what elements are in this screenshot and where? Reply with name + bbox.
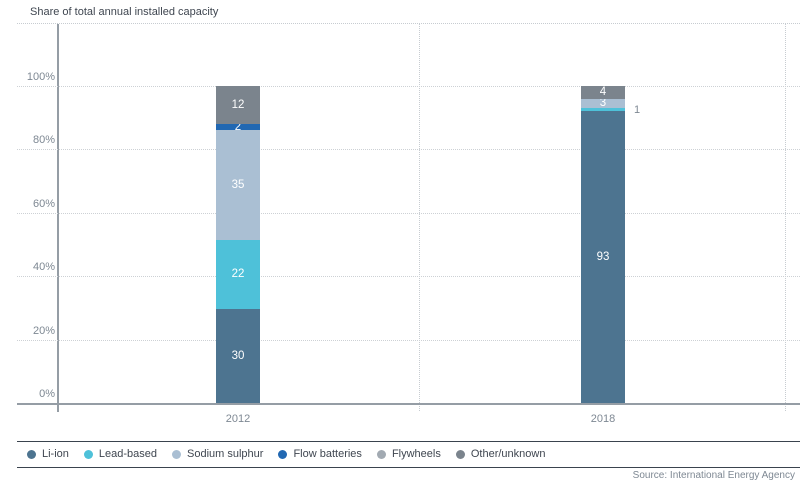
legend-item-flywheels: Flywheels bbox=[376, 448, 441, 460]
legend: Li-ion Lead-based Sodium sulphur Flow batte… bbox=[27, 445, 545, 463]
y-axis-line bbox=[57, 24, 59, 412]
legend-item-label: Sodium sulphur bbox=[187, 448, 264, 460]
title-rule bbox=[17, 23, 800, 24]
legend-item-lead-based: Lead-based bbox=[83, 448, 158, 460]
y-tick-label: 60% bbox=[32, 197, 55, 210]
legend-top-rule bbox=[17, 441, 800, 442]
legend-item-label: Flow batteries bbox=[293, 448, 362, 460]
source-note: Source: International Energy Agency bbox=[632, 470, 795, 481]
legend-item-label: Li-ion bbox=[42, 448, 69, 460]
y-tick-label: 0% bbox=[39, 388, 55, 400]
legend-dot-icon bbox=[172, 449, 182, 459]
plot-right-border bbox=[785, 24, 786, 411]
bar-segment-sodium-sulphur: 3 bbox=[581, 98, 625, 109]
legend-item-label: Flywheels bbox=[391, 448, 441, 460]
legend-item-other-unknown: Other/unknown bbox=[455, 448, 546, 460]
legend-dot-icon bbox=[278, 449, 288, 459]
y-gridline bbox=[17, 212, 800, 214]
y-tick-label: 20% bbox=[32, 324, 55, 337]
legend-item-label: Lead-based bbox=[98, 448, 158, 460]
y-tick-label: 40% bbox=[32, 261, 55, 274]
bar-segment-sodium-sulphur: 35 bbox=[216, 129, 260, 240]
bar-segment-li-ion: 93 bbox=[581, 111, 625, 403]
bar-segment-other-unknown: 12 bbox=[216, 86, 260, 124]
bar-segment-li-ion: 30 bbox=[216, 308, 260, 403]
bar-segment-lead-based bbox=[581, 107, 625, 112]
y-tick-label: 100% bbox=[26, 71, 55, 83]
legend-item-flow-batteries: Flow batteries bbox=[278, 448, 362, 460]
legend-dot-icon bbox=[376, 449, 386, 459]
y-gridline bbox=[17, 149, 800, 151]
legend-dot-icon bbox=[83, 449, 93, 459]
legend-item-sodium-sulphur: Sodium sulphur bbox=[172, 448, 263, 460]
x-axis-line bbox=[17, 403, 800, 405]
bar-segment-lead-based: 22 bbox=[216, 239, 260, 309]
y-gridline bbox=[17, 339, 800, 341]
chart-title: Share of total annual installed capacity bbox=[30, 6, 219, 18]
y-tick-label: 80% bbox=[32, 134, 55, 147]
y-gridline bbox=[17, 276, 800, 278]
bar-segment-other-unknown: 4 bbox=[581, 86, 625, 99]
x-tick-label: 2018 bbox=[590, 413, 616, 425]
legend-dot-icon bbox=[27, 449, 36, 459]
legend-item-li-ion: Li-ion bbox=[27, 448, 69, 460]
y-gridline bbox=[17, 86, 800, 87]
legend-dot-icon bbox=[455, 449, 465, 459]
bar-segment-flow-batteries: 2 bbox=[216, 121, 260, 133]
x-tick-label: 2012 bbox=[225, 413, 251, 425]
legend-bottom-rule bbox=[17, 467, 800, 468]
category-separator bbox=[419, 24, 420, 411]
legend-item-label: Other/unknown bbox=[470, 448, 546, 460]
